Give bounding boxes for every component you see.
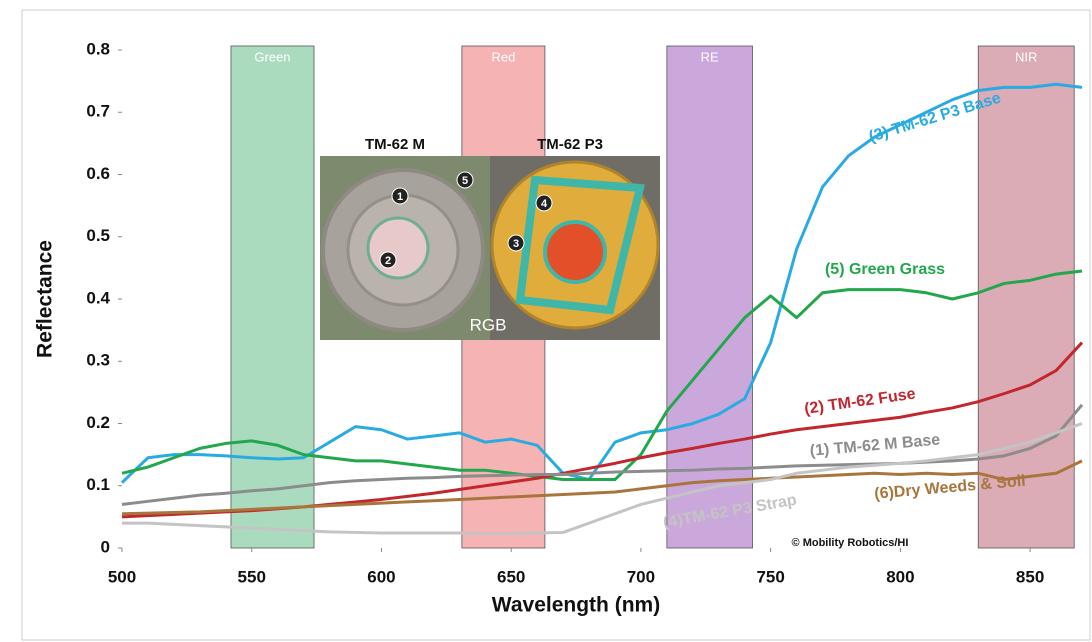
x-tick-label: 700 <box>627 567 655 586</box>
y-tick-label: 0 <box>101 537 110 556</box>
marker-label: 5 <box>462 175 468 187</box>
x-tick-label: 750 <box>756 567 784 586</box>
y-tick-label: 0.3 <box>86 351 110 370</box>
band-label: Red <box>491 49 515 64</box>
marker-label: 4 <box>541 198 548 210</box>
marker-label: 1 <box>397 191 403 203</box>
inset-photo: TM-62 M TM-62 P3 RGB 1 2 3 4 5 <box>320 136 660 340</box>
y-tick-label: 0.1 <box>86 475 110 494</box>
y-tick-label: 0.7 <box>86 102 110 121</box>
x-tick-label: 650 <box>497 567 525 586</box>
y-tick-label: 0.2 <box>86 413 110 432</box>
band-label: Green <box>254 49 290 64</box>
band-label: NIR <box>1015 49 1037 64</box>
x-tick-label: 500 <box>108 567 136 586</box>
y-tick-label: 0.6 <box>86 164 110 183</box>
inset-left-title: TM-62 M <box>365 136 425 153</box>
credit: © Mobility Robotics/HI <box>792 537 909 549</box>
chart: Green Red RE NIR TM-62 M TM-62 P3 RGB 1 2 3 4 5… <box>0 0 1092 642</box>
mine-m-fuse <box>368 218 428 278</box>
y-tick-label: 0.5 <box>86 226 110 245</box>
x-tick-label: 600 <box>367 567 395 586</box>
marker-label: 3 <box>513 238 519 250</box>
band <box>231 46 314 548</box>
band-label: RE <box>701 49 719 64</box>
band <box>667 46 753 548</box>
marker-label: 2 <box>385 255 391 267</box>
x-tick-label: 550 <box>238 567 266 586</box>
inset-right-title: TM-62 P3 <box>537 136 603 153</box>
inset-caption: RGB <box>470 315 507 334</box>
series-label: (5) Green Grass <box>825 261 945 278</box>
y-axis-title: Reflectance <box>34 240 57 358</box>
mine-p3-fuse <box>545 222 605 282</box>
x-tick-label: 850 <box>1016 567 1044 586</box>
x-axis-title: Wavelength (nm) <box>492 594 660 617</box>
x-tick-label: 800 <box>886 567 914 586</box>
y-tick-label: 0.4 <box>86 288 110 307</box>
y-tick-label: 0.8 <box>86 39 110 58</box>
